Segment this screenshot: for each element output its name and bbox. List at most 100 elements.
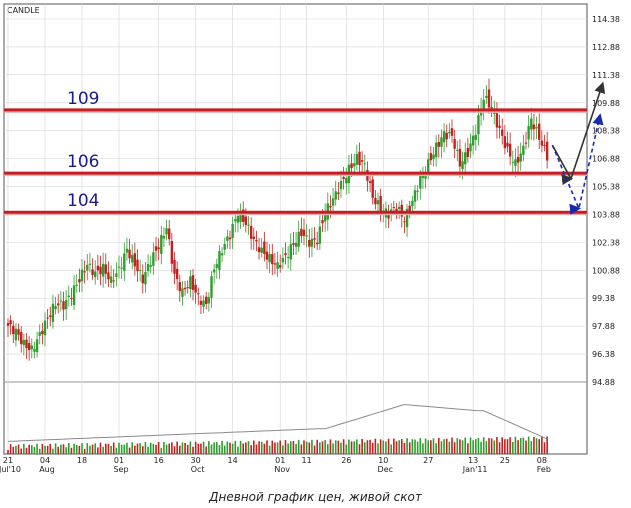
y-tick-label: 103.88 [592,210,620,219]
volume-bar [443,439,445,454]
candle-body [313,238,316,240]
volume-bar [371,442,374,454]
volume-bar [295,443,297,454]
candle-body [20,332,23,345]
candle-body [252,236,255,239]
volume-bar [163,441,165,454]
volume-bar [424,438,427,454]
candle-body [9,320,12,325]
candle-body [125,248,129,253]
candle-body [331,198,335,206]
volume-bar [91,444,94,454]
volume-bar [488,438,490,454]
x-tick-sublabel: Sep [113,465,128,474]
candle-body [273,263,277,265]
candle-body [477,115,480,135]
volume-bar [514,436,517,454]
volume-bar [300,444,303,454]
volume-bar [33,447,36,454]
volume-bar [326,444,329,454]
volume-bar [374,438,377,454]
volume-bar [15,445,17,454]
volume-bar [144,442,147,454]
candle-body [379,196,382,212]
volume-bar [527,436,530,454]
candle-body [524,142,528,144]
volume-bar [210,444,213,454]
candle-body [442,131,446,143]
volume-bar [184,442,186,454]
volume-bar [237,446,239,454]
volume-bar [379,439,382,454]
volume-bar [81,443,83,454]
volume-bar [208,441,210,454]
volume-bar [181,442,184,454]
figure-caption: Дневной график цен, живой скот [209,490,422,504]
volume-bar [141,446,144,454]
volume-bar [522,437,525,454]
candle-body [374,197,377,205]
x-tick-label: 27 [423,456,433,465]
x-tick-sublabel: Feb [537,465,551,474]
volume-bar [308,442,311,454]
volume-bar [292,440,295,454]
volume-bar [23,443,25,454]
projection-arrows [551,81,606,215]
volume-bar [36,443,38,454]
candle-body [54,305,57,310]
candle-body [308,239,311,247]
volume-bar [78,445,81,454]
candle-body [183,287,187,290]
candle-body [228,237,232,240]
candle-body [223,244,226,250]
candle-body [405,208,409,228]
candle-body [514,159,517,166]
volume-bar [416,441,419,454]
volume-bar [250,445,252,454]
candle-body [25,339,28,349]
candle-body [239,211,242,222]
volume-bar [430,440,432,454]
candle-body [215,264,218,268]
candle-body [448,131,451,134]
candle-body [469,143,472,152]
candle-body [12,325,15,335]
volume-bar [205,446,208,454]
volume-bar [366,440,369,454]
candle-body [64,300,68,310]
volume-bar [152,443,155,454]
volume-bar [128,447,131,454]
volume-bar [456,438,459,454]
volume-bar [57,446,60,454]
volume-bar [377,443,379,454]
candle-body [316,242,319,245]
y-tick-label: 97.88 [592,322,615,331]
candle-body [508,143,512,157]
volume-bar [30,445,33,454]
volume-bar [319,442,321,454]
candle-body [244,216,248,225]
volume-bar [171,442,173,454]
candle-body [27,342,31,351]
volume-bar [139,443,141,454]
volume-bar [263,443,266,454]
volume-bar [186,444,189,454]
volume-bar [97,447,99,454]
candle-body [263,241,266,255]
volume-bar [329,439,332,454]
candle-body [210,276,213,298]
candle-body [413,190,417,202]
volume-bar [44,445,46,454]
candle-body [358,151,361,166]
candle-body [419,175,422,189]
volume-bar [165,444,168,454]
candle-body [189,276,192,290]
x-tick-label: 08 [537,456,547,465]
candle-body [334,191,337,200]
candle-body [276,262,279,269]
volume-bar [519,438,522,454]
volume-bar [393,438,395,454]
candle-body [186,287,189,289]
candle-body [181,288,184,297]
candle-body [321,220,324,224]
